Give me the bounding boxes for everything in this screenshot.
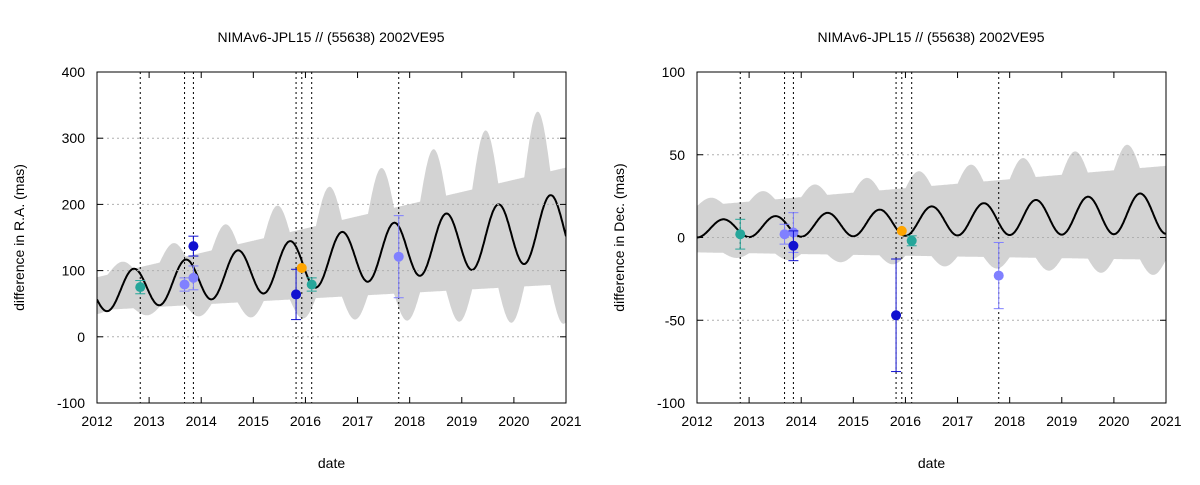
x-axis-label: date bbox=[918, 455, 945, 471]
y-tick-label: 300 bbox=[62, 130, 86, 146]
data-point-teal bbox=[906, 235, 917, 246]
x-tick-label: 2019 bbox=[446, 413, 477, 429]
data-point-lavender bbox=[993, 270, 1004, 281]
x-tick-label: 2015 bbox=[238, 413, 269, 429]
axes-frame bbox=[96, 71, 567, 404]
y-tick-label: 0 bbox=[77, 329, 85, 345]
chart-title: NIMAv6-JPL15 // (55638) 2002VE95 bbox=[818, 29, 1045, 45]
y-tick-label: 50 bbox=[669, 147, 685, 163]
plot-area bbox=[97, 111, 566, 324]
x-tick-label: 2014 bbox=[186, 413, 217, 429]
y-axis-label: difference in R.A. (mas) bbox=[11, 164, 27, 311]
x-tick-label: 2013 bbox=[734, 413, 765, 429]
data-point-orange bbox=[896, 225, 907, 236]
x-tick-label: 2019 bbox=[1046, 413, 1077, 429]
model-curve bbox=[97, 194, 566, 313]
x-tick-label: 2020 bbox=[1098, 413, 1129, 429]
y-tick-label: 0 bbox=[677, 230, 685, 246]
data-point-blue bbox=[891, 310, 902, 321]
x-tick-label: 2013 bbox=[134, 413, 165, 429]
data-point-blue bbox=[788, 240, 799, 251]
data-point-blue bbox=[291, 289, 302, 300]
x-tick-label: 2020 bbox=[498, 413, 529, 429]
y-tick-label: 400 bbox=[62, 64, 86, 80]
x-tick-label: 2021 bbox=[1150, 413, 1181, 429]
x-tick-label: 2014 bbox=[786, 413, 817, 429]
data-point-teal bbox=[135, 282, 146, 293]
x-tick-label: 2017 bbox=[342, 413, 373, 429]
data-point-teal bbox=[735, 229, 746, 240]
data-point-lavender bbox=[393, 251, 404, 262]
chart-panel-2: 2012 2013 2014 2015 2016 2017 2018 2019 2020 2021… bbox=[611, 29, 1182, 471]
uncertainty-band bbox=[697, 144, 1166, 275]
y-tick-label: -50 bbox=[665, 312, 685, 328]
x-tick-label: 2016 bbox=[290, 413, 321, 429]
data-point-lavender bbox=[779, 229, 790, 240]
data-point-lavender bbox=[179, 279, 190, 290]
x-tick-label: 2017 bbox=[942, 413, 973, 429]
y-tick-label: 100 bbox=[62, 263, 86, 279]
y-tick-label: -100 bbox=[657, 395, 685, 411]
x-tick-label: 2016 bbox=[890, 413, 921, 429]
plot-area bbox=[697, 144, 1166, 275]
data-point-lavender bbox=[188, 272, 199, 283]
y-tick-label: 200 bbox=[62, 196, 86, 212]
x-tick-label: 2015 bbox=[838, 413, 869, 429]
model-curve bbox=[697, 192, 1166, 239]
x-tick-label: 2021 bbox=[550, 413, 581, 429]
chart-panel-1: 2012 2013 2014 2015 2016 2017 2018 2019 2020 2021… bbox=[11, 29, 582, 471]
y-axis-label: difference in Dec. (mas) bbox=[611, 163, 627, 311]
x-axis-label: date bbox=[318, 455, 345, 471]
y-tick-label: -100 bbox=[57, 395, 85, 411]
uncertainty-band bbox=[97, 111, 566, 324]
data-point-blue bbox=[188, 241, 199, 252]
y-tick-label: 100 bbox=[662, 64, 686, 80]
data-point-teal bbox=[306, 279, 317, 290]
x-tick-label: 2012 bbox=[681, 413, 712, 429]
chart-title: NIMAv6-JPL15 // (55638) 2002VE95 bbox=[218, 29, 445, 45]
x-tick-label: 2018 bbox=[994, 413, 1025, 429]
x-tick-label: 2018 bbox=[394, 413, 425, 429]
data-point-orange bbox=[296, 262, 307, 273]
x-tick-label: 2012 bbox=[81, 413, 112, 429]
